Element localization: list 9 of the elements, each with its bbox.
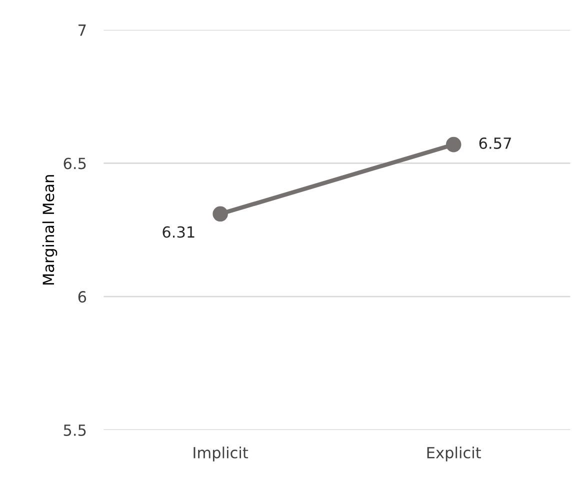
x-tick-label: Implicit <box>194 446 248 462</box>
y-tick-label: 6.5 <box>64 158 86 170</box>
y-tick-label: 5.5 <box>64 424 86 436</box>
data-label: 6.31 <box>162 226 194 238</box>
y-tick-label: 6 <box>78 291 86 303</box>
data-label: 6.57 <box>479 137 511 149</box>
y-axis-title: Marginal Mean <box>42 175 58 285</box>
x-tick-label: Explicit <box>427 446 481 462</box>
y-tick-label: 7 <box>78 24 86 36</box>
